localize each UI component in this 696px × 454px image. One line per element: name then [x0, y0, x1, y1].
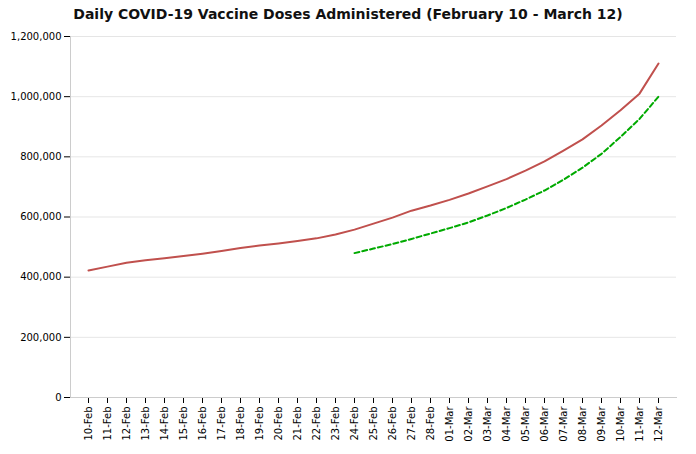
- svg-text:15-Feb: 15-Feb: [178, 407, 189, 441]
- svg-text:200,000: 200,000: [20, 332, 61, 343]
- svg-text:600,000: 600,000: [20, 211, 61, 222]
- svg-text:1,000,000: 1,000,000: [11, 91, 62, 102]
- svg-text:07-Mar: 07-Mar: [558, 406, 569, 442]
- svg-text:06-Mar: 06-Mar: [539, 406, 550, 442]
- svg-text:23-Feb: 23-Feb: [330, 407, 341, 441]
- svg-text:27-Feb: 27-Feb: [406, 407, 417, 441]
- svg-text:10-Mar: 10-Mar: [615, 406, 626, 442]
- svg-text:18-Feb: 18-Feb: [235, 407, 246, 441]
- svg-text:09-Mar: 09-Mar: [596, 406, 607, 442]
- svg-text:22-Feb: 22-Feb: [311, 407, 322, 441]
- svg-text:08-Mar: 08-Mar: [577, 406, 588, 442]
- svg-text:03-Mar: 03-Mar: [482, 406, 493, 442]
- svg-text:26-Feb: 26-Feb: [387, 407, 398, 441]
- svg-text:24-Feb: 24-Feb: [349, 407, 360, 441]
- svg-text:10-Feb: 10-Feb: [83, 407, 94, 441]
- svg-text:14-Feb: 14-Feb: [159, 407, 170, 441]
- svg-text:02-Mar: 02-Mar: [463, 406, 474, 442]
- svg-text:1,200,000: 1,200,000: [11, 31, 62, 42]
- svg-text:17-Feb: 17-Feb: [216, 407, 227, 441]
- svg-text:11-Feb: 11-Feb: [102, 407, 113, 441]
- svg-text:25-Feb: 25-Feb: [368, 407, 379, 441]
- svg-text:05-Mar: 05-Mar: [520, 406, 531, 442]
- svg-text:01-Mar: 01-Mar: [444, 406, 455, 442]
- svg-text:12-Mar: 12-Mar: [653, 406, 664, 442]
- svg-text:28-Feb: 28-Feb: [425, 407, 436, 441]
- svg-text:12-Feb: 12-Feb: [121, 407, 132, 441]
- svg-text:16-Feb: 16-Feb: [197, 407, 208, 441]
- svg-text:21-Feb: 21-Feb: [292, 407, 303, 441]
- svg-text:400,000: 400,000: [20, 271, 61, 282]
- svg-text:04-Mar: 04-Mar: [501, 406, 512, 442]
- html-text:Daily COVID-19 Vaccine Doses A: Daily COVID-19 Vaccine Doses Administere…: [73, 6, 623, 22]
- svg-text:11-Mar: 11-Mar: [634, 406, 645, 442]
- svg-text:19-Feb: 19-Feb: [254, 407, 265, 441]
- svg-text:13-Feb: 13-Feb: [140, 407, 151, 441]
- svg-text:20-Feb: 20-Feb: [273, 407, 284, 441]
- svg-text:800,000: 800,000: [20, 151, 61, 162]
- svg-text:0: 0: [55, 392, 61, 403]
